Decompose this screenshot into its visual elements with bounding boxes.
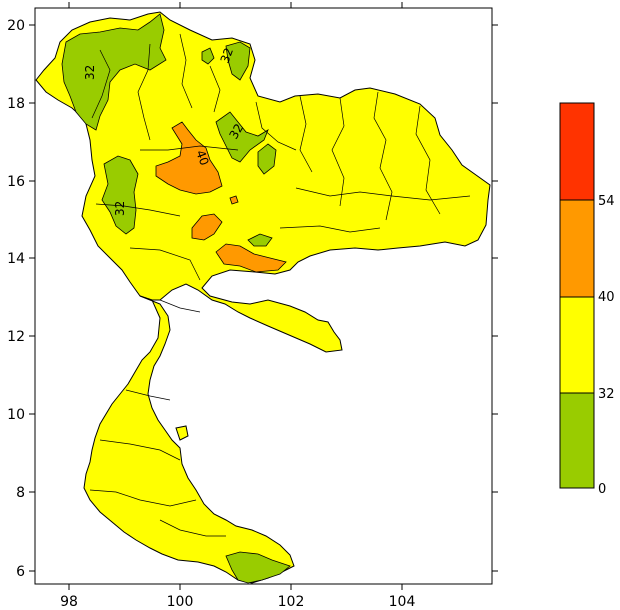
contour-label: 32: [226, 121, 246, 141]
y-tick-label: 12: [7, 329, 25, 345]
legend-swatch-40-54: [559, 199, 595, 298]
y-axis: [29, 24, 498, 572]
zone-low-west: [101, 155, 139, 235]
zone-low-north: [225, 41, 251, 81]
zone-high-center: [155, 121, 223, 195]
contour-label: 32: [83, 65, 97, 80]
y-tick-label: 10: [7, 407, 25, 423]
zone-low-center: [215, 111, 269, 163]
legend-swatch-54-plus: [559, 102, 595, 201]
zone-high-south: [215, 243, 287, 273]
y-tick-label: 18: [7, 96, 25, 112]
zone-low-northwest: [61, 13, 167, 131]
contour-label: 32: [113, 201, 127, 216]
legend-label: 40: [598, 290, 615, 305]
y-tick-label: 20: [7, 18, 25, 34]
land-island-east: [175, 425, 189, 441]
y-tick-label: 16: [7, 174, 25, 190]
zone-low-south: [225, 551, 291, 584]
zone-low-north-small: [201, 47, 215, 65]
x-tick-label: 104: [389, 594, 416, 610]
x-tick-label: 100: [167, 594, 194, 610]
zone-high-middle: [191, 213, 223, 241]
legend-label: 54: [598, 194, 615, 209]
x-tick-label: 102: [278, 594, 305, 610]
contour-label: 40: [193, 148, 211, 167]
y-tick-label: 14: [7, 251, 25, 267]
province-boundaries: [89, 33, 471, 537]
zone-high-dot: [229, 195, 239, 205]
legend-label: 32: [598, 387, 615, 402]
zone-low-east: [257, 143, 277, 175]
y-tick-label: 6: [16, 564, 25, 580]
x-tick-label: 98: [60, 594, 78, 610]
contour-label: 32: [218, 46, 236, 65]
legend-label: 0: [598, 482, 606, 497]
zone-low-central-small: [247, 233, 273, 247]
legend-swatch-0-32: [559, 392, 595, 489]
legend-colorbar: [559, 102, 595, 489]
x-axis: [68, 2, 403, 590]
legend-swatch-32-40: [559, 296, 595, 394]
y-tick-label: 8: [16, 485, 25, 501]
